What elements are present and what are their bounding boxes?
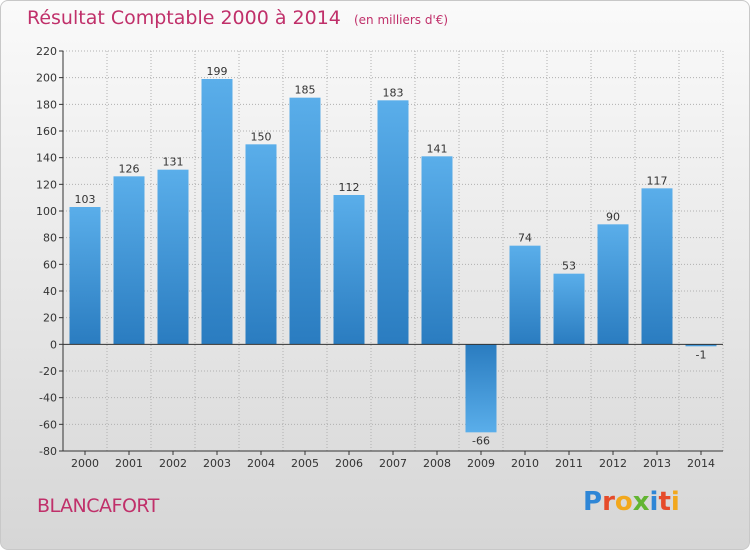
data-label-2004: 150 [251, 130, 272, 143]
x-tick-label: 2002 [159, 457, 187, 470]
data-label-2008: 141 [427, 142, 448, 155]
data-label-2012: 90 [606, 210, 620, 223]
logo-letter: i [649, 487, 659, 517]
bar-2011 [553, 273, 585, 345]
x-tick-label: 2008 [423, 457, 451, 470]
proxiti-logo: Proxiti [583, 487, 680, 517]
y-tick-label: 120 [36, 178, 57, 191]
chart-title: Résultat Comptable 2000 à 2014 [27, 7, 341, 29]
data-label-2011: 53 [562, 260, 576, 273]
bar-2010 [509, 245, 541, 345]
x-tick-label: 2014 [687, 457, 715, 470]
data-label-2010: 74 [518, 232, 532, 245]
x-tick-label: 2006 [335, 457, 363, 470]
y-tick-label: 160 [36, 125, 57, 138]
x-tick-label: 2005 [291, 457, 319, 470]
data-label-2009: -66 [472, 434, 490, 447]
bar-2000 [69, 207, 101, 345]
x-tick-label: 2013 [643, 457, 671, 470]
data-label-2001: 126 [119, 162, 140, 175]
y-tick-label: 180 [36, 98, 57, 111]
x-tick-label: 2011 [555, 457, 583, 470]
y-tick-label: 20 [43, 312, 57, 325]
y-tick-label: 220 [36, 45, 57, 58]
x-tick-label: 2007 [379, 457, 407, 470]
logo-letter: o [614, 487, 633, 517]
y-tick-label: 80 [43, 232, 57, 245]
x-tick-label: 2004 [247, 457, 275, 470]
bar-2008 [421, 156, 453, 345]
bar-2003 [201, 79, 233, 345]
y-tick-label: -40 [39, 392, 57, 405]
y-tick-label: 0 [50, 338, 57, 351]
axis-layer: -80-60-40-200204060801001201401601802002… [36, 45, 723, 470]
x-tick-label: 2000 [71, 457, 99, 470]
y-tick-label: 40 [43, 285, 57, 298]
data-label-2003: 199 [207, 65, 228, 78]
data-label-2014: -1 [696, 348, 707, 361]
data-label-2006: 112 [339, 181, 360, 194]
x-tick-label: 2012 [599, 457, 627, 470]
bar-2001 [113, 176, 145, 345]
bar-layer: 103 126 131 199 150 185 112 183 141 -66 74 53 90 117 -… [69, 65, 717, 447]
y-tick-label: -20 [39, 365, 57, 378]
y-tick-label: -80 [39, 445, 57, 458]
data-label-2005: 185 [295, 84, 316, 97]
logo-letter: P [583, 487, 603, 517]
title-row: Résultat Comptable 2000 à 2014 (en milli… [27, 7, 448, 29]
chart-subtitle: (en milliers d'€) [353, 13, 449, 27]
y-tick-label: 140 [36, 152, 57, 165]
bar-2002 [157, 169, 189, 345]
bar-2005 [289, 97, 321, 345]
bar-2013 [641, 188, 673, 345]
bar-2006 [333, 195, 365, 345]
data-label-2013: 117 [647, 174, 668, 187]
commune-name: BLANCAFORT [37, 495, 159, 517]
x-tick-label: 2003 [203, 457, 231, 470]
bar-2014 [685, 344, 717, 347]
x-tick-label: 2010 [511, 457, 539, 470]
data-label-2000: 103 [75, 193, 96, 206]
logo-letter: i [670, 487, 680, 517]
bar-2012 [597, 224, 629, 345]
logo-letter: r [602, 487, 615, 517]
data-label-2007: 183 [383, 86, 404, 99]
bar-2004 [245, 144, 277, 345]
data-label-2002: 131 [163, 156, 184, 169]
x-tick-label: 2001 [115, 457, 143, 470]
y-tick-label: 100 [36, 205, 57, 218]
x-tick-label: 2009 [467, 457, 495, 470]
bar-2007 [377, 100, 409, 345]
bar-2009 [465, 344, 497, 433]
logo-letter: t [658, 487, 671, 517]
y-tick-label: 200 [36, 72, 57, 85]
y-tick-label: -60 [39, 418, 57, 431]
logo-letter: x [632, 487, 650, 517]
y-tick-label: 60 [43, 258, 57, 271]
